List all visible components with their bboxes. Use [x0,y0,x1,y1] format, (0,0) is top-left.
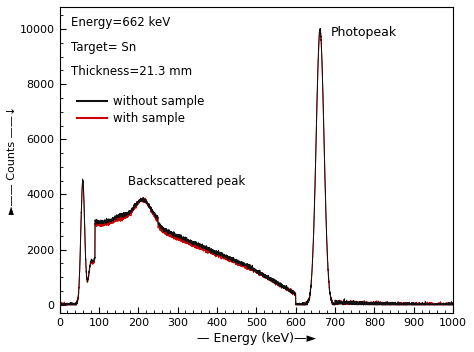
Text: Energy=662 keV: Energy=662 keV [72,16,171,29]
Legend: without sample, with sample: without sample, with sample [77,95,204,125]
without sample [222,254,228,258]
Y-axis label: ►—— Counts ——↓: ►—— Counts ——↓ [7,106,17,214]
with sample [419,303,424,307]
without sample [57,302,63,306]
with sample [343,302,348,306]
with sample [438,302,444,307]
without sample [419,303,424,307]
Line: with sample: with sample [60,32,453,305]
Text: Photopeak: Photopeak [331,26,397,39]
Text: Thickness=21.3 mm: Thickness=21.3 mm [72,65,192,78]
with sample [222,257,228,261]
with sample [57,303,63,307]
X-axis label: — Energy (keV)—►: — Energy (keV)—► [197,332,316,345]
with sample [244,264,249,269]
without sample [57,303,63,307]
without sample [318,26,323,31]
without sample [343,302,348,306]
without sample [244,264,249,268]
Text: Target= Sn: Target= Sn [72,40,137,54]
without sample [438,303,444,307]
Line: without sample: without sample [60,29,453,305]
with sample [450,301,456,305]
Text: Backscattered peak: Backscattered peak [128,175,246,188]
without sample [450,302,456,307]
without sample [225,254,231,259]
with sample [317,30,323,34]
with sample [225,256,231,260]
